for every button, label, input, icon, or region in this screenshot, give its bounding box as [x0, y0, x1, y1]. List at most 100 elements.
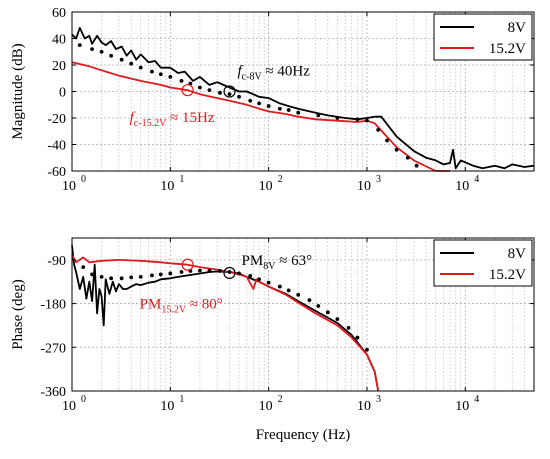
magnitude-marker-point	[248, 98, 253, 103]
phase-marker-point	[316, 304, 321, 308]
magnitude-marker-point	[385, 138, 389, 143]
magnitude-series	[71, 26, 535, 172]
magnitude-marker-point	[138, 65, 143, 70]
magnitude-marker-point	[90, 47, 94, 51]
magnitude-x-tick-label: 10	[455, 179, 469, 194]
magnitude-marker-point	[109, 53, 114, 58]
magnitude-marker-point	[99, 49, 104, 54]
magnitude-marker-point	[158, 72, 163, 77]
phase-legend: 8V 15.2V	[433, 239, 533, 287]
phase-x-tick-exponent: 0	[81, 394, 86, 405]
magnitude-x-tick-exponent: 4	[474, 174, 479, 185]
phase-y-tick-label: -270	[40, 341, 66, 356]
phase-marker-point	[325, 310, 330, 315]
phase-x-tick-label: 10	[62, 399, 76, 414]
phase-annotation-text: PM15.2V ≈ 80°	[140, 297, 223, 316]
phase-marker-point	[346, 325, 351, 330]
magnitude-y-tick-label: -20	[47, 112, 66, 127]
phase-annotation-marker	[223, 266, 236, 280]
magnitude-marker-point	[365, 118, 369, 123]
phase-marker-point	[335, 317, 340, 322]
magnitude-marker-point	[227, 92, 232, 97]
phase-y-tick-label: -90	[47, 254, 66, 269]
phase-marker-point	[248, 273, 253, 278]
magnitude-y-tick-label: 60	[52, 6, 66, 21]
magnitude-marker-point	[266, 104, 271, 108]
magnitude-marker-point	[286, 108, 291, 112]
magnitude-marker-point	[394, 147, 399, 152]
magnitude-marker-point	[119, 57, 124, 62]
magnitude-x-tick-label: 10	[357, 179, 371, 194]
phase-marker-point	[99, 274, 104, 279]
phase-marker-point	[355, 335, 360, 340]
phase-ticks: 10 0 10 1 10 2 10 3 10 4 -90 -180 -270 -360	[40, 238, 534, 414]
phase-marker-point	[138, 274, 143, 279]
phase-marker-point	[168, 271, 173, 276]
phase-series-line-8v	[71, 245, 380, 392]
magnitude-marker-point	[237, 94, 241, 99]
magnitude-x-tick-exponent: 3	[376, 174, 381, 185]
phase-marker-point	[266, 280, 271, 285]
magnitude-series-line-15v	[71, 61, 450, 172]
magnitude-annotations: fc-8V ≈ 40Hz fc-15.2V ≈ 15Hz	[130, 64, 311, 130]
phase-marker-point	[158, 272, 163, 277]
phase-marker-point	[365, 347, 369, 352]
magnitude-marker-point	[257, 101, 262, 106]
phase-marker-point	[179, 270, 184, 274]
phase-annotation-marker	[181, 258, 194, 271]
magnitude-marker-point	[207, 88, 212, 93]
magnitude-marker-point	[129, 61, 134, 66]
phase-x-tick-exponent: 2	[278, 394, 283, 405]
phase-x-tick-exponent: 1	[179, 394, 184, 405]
magnitude-x-tick-exponent: 0	[81, 174, 86, 185]
magnitude-legend: 8V 15.2V	[433, 13, 533, 61]
magnitude-marker-point	[77, 43, 82, 48]
magnitude-legend-box	[433, 13, 533, 61]
magnitude-series-line-8v	[71, 26, 535, 170]
magnitude-marker-point	[355, 117, 360, 122]
magnitude-legend-8v-label: 8V	[508, 20, 527, 36]
magnitude-marker-point	[296, 110, 301, 115]
phase-annotation-text: PM8V ≈ 63°	[242, 253, 313, 272]
magnitude-marker-point	[179, 79, 184, 83]
magnitude-y-tick-label: -60	[47, 165, 66, 180]
phase-marker-point	[129, 275, 134, 280]
magnitude-legend-15v-label: 15.2V	[489, 41, 526, 57]
magnitude-annotation-marker	[181, 84, 194, 97]
phase-marker-point	[198, 268, 202, 273]
phase-marker-point	[227, 270, 232, 274]
phase-x-tick-label: 10	[160, 399, 174, 414]
magnitude-x-tick-exponent: 2	[278, 174, 283, 185]
phase-legend-box	[433, 239, 533, 287]
phase-marker-point	[307, 298, 312, 303]
phase-series	[71, 245, 380, 392]
magnitude-x-tick-label: 10	[62, 179, 76, 194]
phase-panel: PM8V ≈ 63° PM15.2V ≈ 80° 10 0 10 1 10 2 10 3 10 4 -…	[10, 237, 535, 443]
phase-marker-point	[257, 277, 262, 282]
magnitude-marker-point	[150, 69, 154, 74]
magnitude-y-tick-label: 40	[52, 33, 66, 48]
magnitude-marker-point	[316, 113, 321, 118]
phase-marker-point	[218, 269, 222, 273]
phase-marker-point	[90, 272, 94, 277]
phase-marker-point	[207, 268, 212, 273]
magnitude-marker-point	[168, 75, 173, 79]
phase-y-axis-label: Phase (deg)	[10, 279, 26, 349]
magnitude-x-tick-exponent: 1	[179, 174, 184, 185]
magnitude-marker-point	[218, 90, 222, 95]
magnitude-marker-point	[277, 106, 282, 111]
phase-x-tick-label: 10	[259, 399, 273, 414]
magnitude-ticks: 10 0 10 1 10 2 10 3 10 4 60 40 20 0 -20 -40 -60	[47, 6, 534, 194]
phase-marker-point	[150, 273, 154, 278]
magnitude-y-tick-label: 0	[59, 86, 66, 101]
magnitude-panel: fc-8V ≈ 40Hz fc-15.2V ≈ 15Hz 10 0 10 1 10 2 10 3…	[10, 6, 535, 194]
magnitude-annotation-text: fc-8V ≈ 40Hz	[238, 64, 311, 83]
phase-marker-point	[277, 284, 282, 289]
phase-marker-point	[286, 288, 291, 293]
phase-axes-frame	[71, 237, 535, 392]
phase-x-tick-label: 10	[357, 399, 371, 414]
magnitude-y-axis-label: Magnitude (dB)	[10, 43, 26, 139]
phase-marker-point	[296, 292, 301, 297]
magnitude-marker-point	[198, 85, 202, 90]
